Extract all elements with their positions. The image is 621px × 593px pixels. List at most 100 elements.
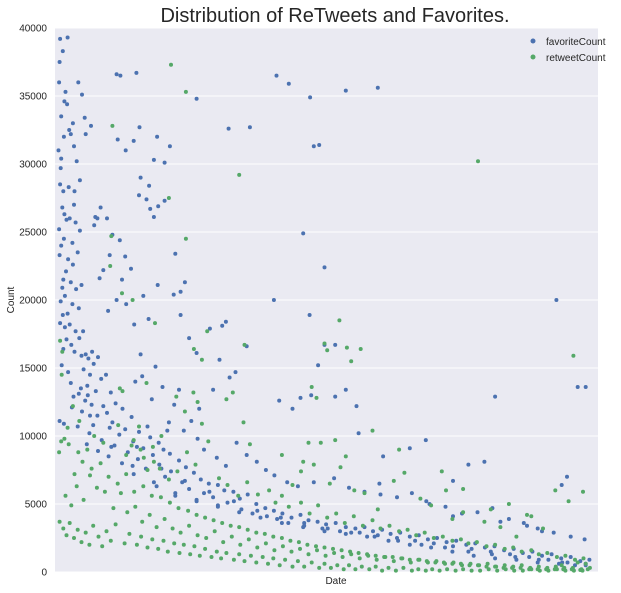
point-favoriteCount-12 [65,102,70,107]
point-retweetCount-304 [290,483,295,487]
point-favoriteCount-365 [156,204,161,209]
point-retweetCount-356 [461,487,466,491]
point-retweetCount-323 [514,534,519,539]
point-favoriteCount-216 [151,480,156,485]
point-retweetCount-17 [322,341,327,346]
point-retweetCount-162 [72,536,76,540]
point-retweetCount-105 [147,512,152,517]
point-favoriteCount-136 [225,500,230,505]
point-favoriteCount-367 [178,289,183,294]
point-favoriteCount-352 [155,134,160,139]
point-favoriteCount-115 [157,462,162,467]
point-favoriteCount-208 [322,529,327,534]
point-favoriteCount-60 [90,349,95,354]
point-retweetCount-108 [170,526,175,531]
point-retweetCount-8 [108,264,113,268]
point-retweetCount-176 [139,534,144,539]
point-retweetCount-299 [544,567,549,572]
point-favoriteCount-140 [239,507,244,512]
point-favoriteCount-206 [365,534,370,539]
point-favoriteCount-151 [324,522,329,527]
point-favoriteCount-99 [148,435,153,440]
point-retweetCount-358 [506,502,511,506]
point-retweetCount-66 [351,514,356,519]
point-retweetCount-349 [311,462,316,467]
point-favoriteCount-81 [101,404,106,409]
point-favoriteCount-246 [153,364,158,369]
point-retweetCount-228 [461,567,466,572]
point-favoriteCount-271 [347,485,351,490]
point-retweetCount-210 [335,563,340,568]
point-retweetCount-300 [552,567,557,572]
point-retweetCount-215 [367,567,372,572]
y-tick-label-4: 20000 [19,296,47,307]
point-retweetCount-38 [92,434,97,438]
point-favoriteCount-62 [79,353,84,358]
point-retweetCount-197 [254,560,259,565]
point-favoriteCount-132 [211,495,216,500]
point-retweetCount-121 [280,544,285,549]
point-favoriteCount-24 [60,205,65,210]
point-favoriteCount-55 [77,336,82,341]
point-retweetCount-191 [219,556,224,561]
point-favoriteCount-248 [140,374,145,379]
point-retweetCount-9 [120,291,124,296]
point-retweetCount-311 [338,465,343,470]
point-retweetCount-52 [225,483,230,487]
point-retweetCount-5 [166,196,171,200]
point-favoriteCount-187 [549,552,554,557]
point-retweetCount-264 [245,527,250,532]
point-favoriteCount-356 [138,175,143,180]
point-favoriteCount-77 [108,390,113,395]
point-favoriteCount-126 [154,484,159,489]
point-favoriteCount-302 [146,317,151,321]
point-favoriteCount-384 [148,206,153,211]
point-retweetCount-128 [340,555,345,559]
point-favoriteCount-217 [130,463,135,468]
point-retweetCount-182 [172,541,177,546]
point-favoriteCount-68 [66,370,71,375]
point-favoriteCount-230 [325,526,330,531]
point-retweetCount-257 [186,508,191,513]
point-retweetCount-104 [140,519,145,524]
point-retweetCount-43 [141,455,146,460]
point-retweetCount-332 [124,453,129,457]
point-favoriteCount-357 [131,138,136,143]
point-favoriteCount-141 [271,508,276,513]
point-retweetCount-288 [450,561,455,566]
point-retweetCount-293 [493,564,498,569]
point-favoriteCount-67 [81,367,86,372]
point-favoriteCount-239 [536,557,541,562]
point-favoriteCount-207 [343,531,348,536]
point-favoriteCount-38 [64,269,68,274]
point-retweetCount-61 [307,511,312,516]
point-retweetCount-357 [488,507,493,512]
point-favoriteCount-315 [290,406,295,411]
point-retweetCount-16 [337,318,342,323]
point-retweetCount-72 [405,527,410,532]
point-favoriteCount-334 [583,385,588,389]
point-retweetCount-218 [386,565,391,570]
point-retweetCount-235 [520,568,525,573]
point-favoriteCount-222 [134,444,139,449]
point-retweetCount-230 [478,568,483,573]
point-favoriteCount-325 [424,499,429,504]
point-favoriteCount-164 [375,533,380,538]
point-favoriteCount-4 [57,80,62,85]
point-retweetCount-53 [236,493,241,498]
point-favoriteCount-172 [454,538,459,543]
point-retweetCount-296 [518,565,523,570]
point-favoriteCount-324 [377,481,382,486]
point-retweetCount-79 [466,541,471,546]
point-favoriteCount-331 [559,483,564,487]
point-retweetCount-350 [333,438,338,443]
point-retweetCount-110 [187,523,192,528]
point-retweetCount-33 [59,439,64,444]
point-retweetCount-35 [66,442,71,447]
point-retweetCount-44 [150,444,155,449]
point-retweetCount-50 [206,439,211,444]
point-favoriteCount-347 [274,73,279,78]
point-favoriteCount-21 [72,189,77,194]
point-favoriteCount-275 [409,491,414,496]
point-retweetCount-167 [91,523,96,528]
